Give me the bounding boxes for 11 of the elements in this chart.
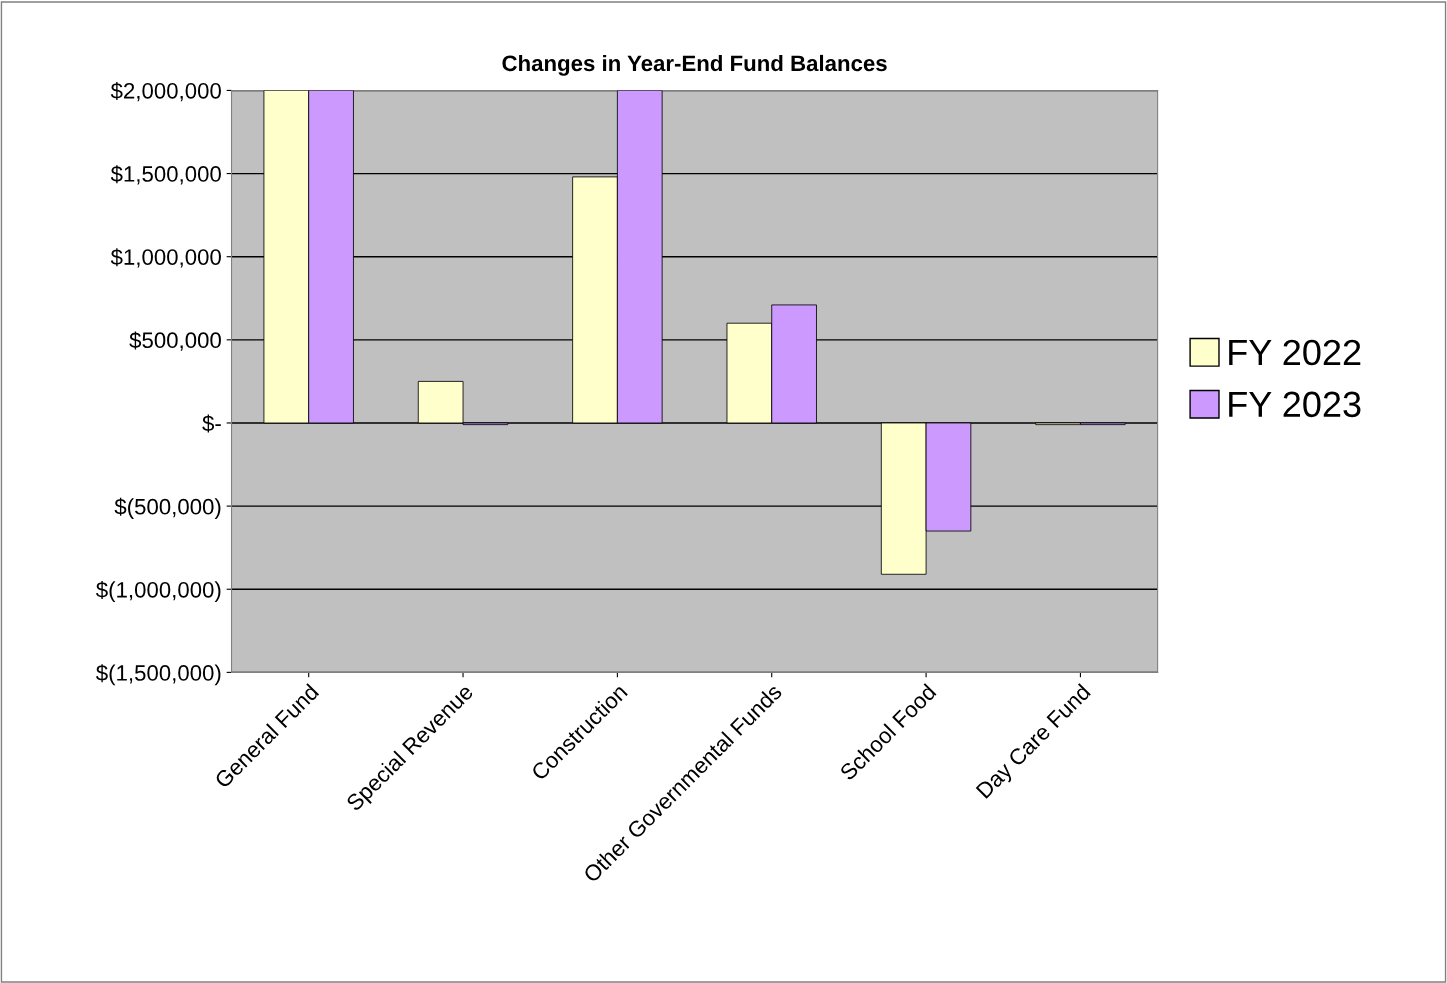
y-tick-label: $2,000,000 [110,82,221,102]
y-tick-label: $- [202,414,221,433]
y-tick-label: $(500,000) [114,497,221,519]
y-tick-label: $500,000 [129,331,221,351]
y-tick-label: $(1,500,000) [96,664,221,686]
y-tick-label: $1,500,000 [110,165,221,185]
legend-label: FY 2022 [1229,339,1361,366]
legend-label: FY 2023 [1229,391,1361,418]
y-tick-label: $1,000,000 [110,248,221,268]
chart-title: Changes in Year-End Fund Balances [502,54,887,76]
y-tick-label: $(1,000,000) [96,581,221,603]
